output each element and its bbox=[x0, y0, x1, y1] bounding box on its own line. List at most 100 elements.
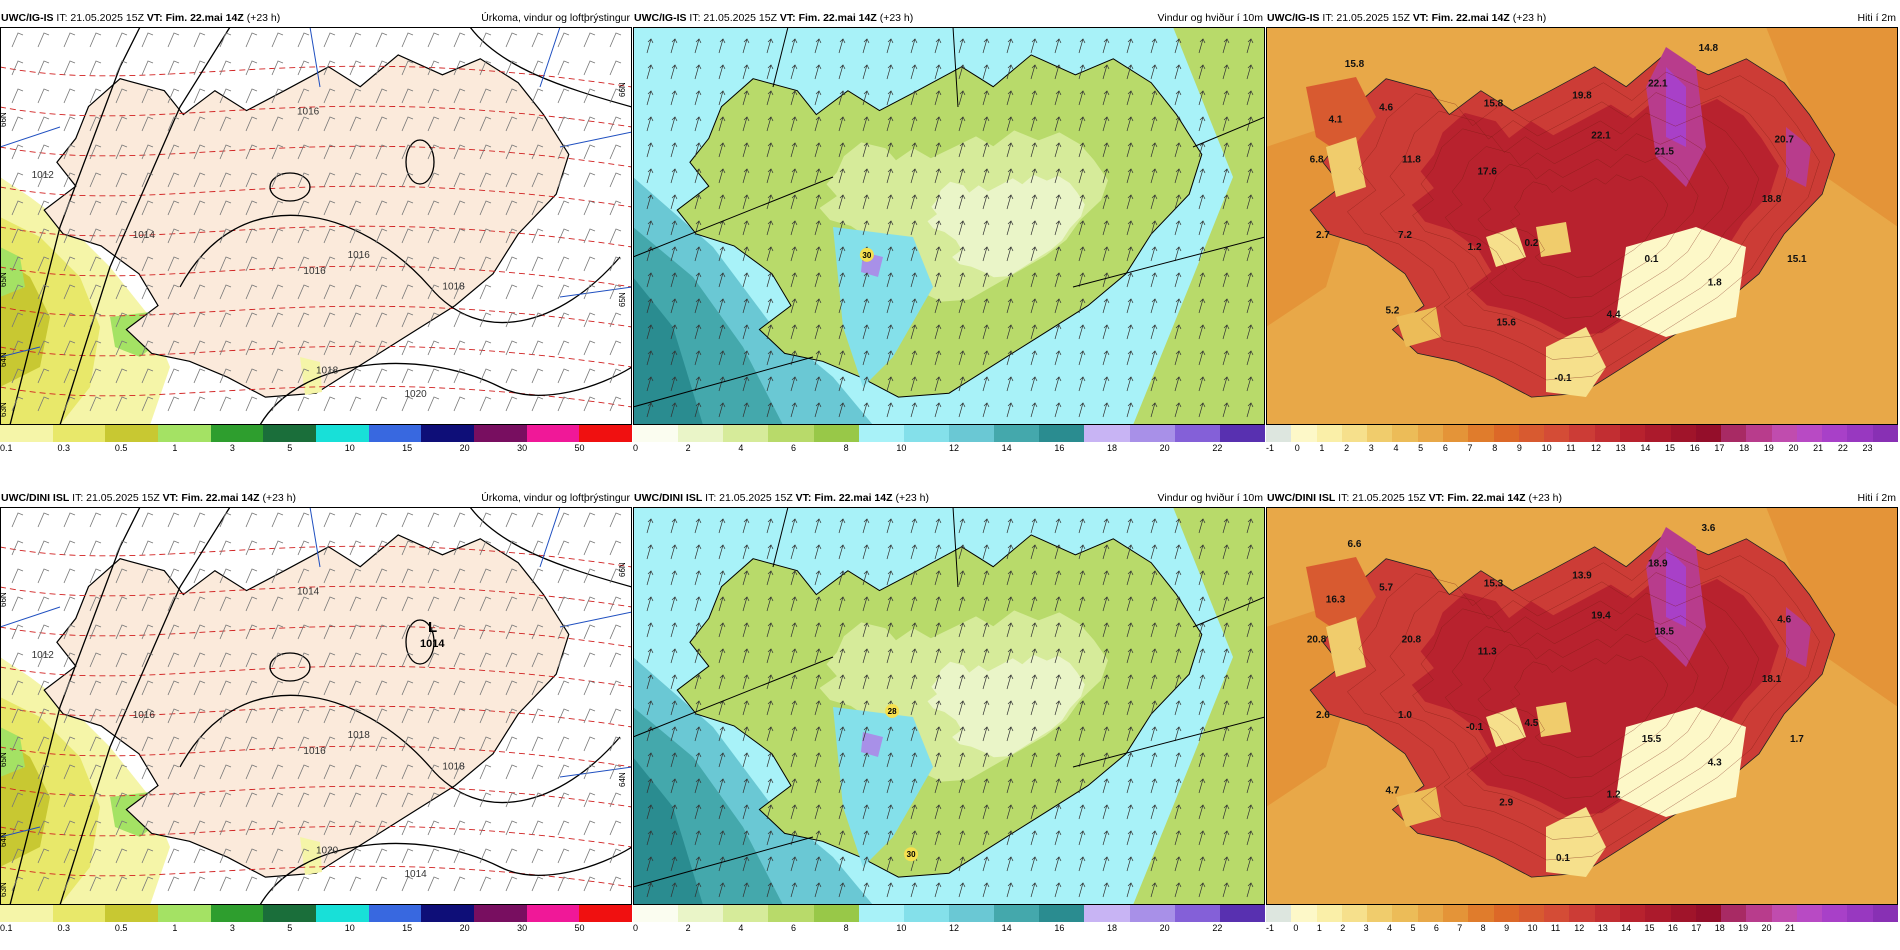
colorbar-tick-label: 8 bbox=[843, 443, 849, 453]
colorbar-swatch bbox=[1266, 905, 1292, 922]
colorbar-tick-label: 0.5 bbox=[114, 443, 128, 453]
colorbar-swatch bbox=[1822, 905, 1848, 922]
temperature-value: 1.2 bbox=[1607, 790, 1621, 801]
colorbar-tick-label: 16 bbox=[1689, 443, 1700, 453]
colorbar-tick-label: 4 bbox=[1393, 443, 1399, 453]
colorbar-swatch bbox=[1039, 905, 1085, 922]
map-area: 30 bbox=[633, 27, 1265, 425]
colorbar-swatch bbox=[1872, 425, 1899, 442]
colorbar-swatch bbox=[1084, 425, 1130, 442]
colorbar-swatch bbox=[368, 425, 422, 442]
colorbar-tick-label: 3 bbox=[229, 443, 235, 453]
colorbar-swatch bbox=[105, 425, 159, 442]
colorbar-swatch bbox=[1518, 905, 1545, 922]
colorbar-swatch bbox=[1291, 425, 1317, 442]
panel-title-right: Vindur og hviður í 10m bbox=[1157, 12, 1263, 24]
colorbar-tick-label: -1 bbox=[1266, 923, 1275, 933]
temperature-value: 5.7 bbox=[1379, 583, 1393, 594]
colorbar-labels: 0 2 4 6 8 10 12 14 16 18 20 22 bbox=[633, 442, 1265, 456]
colorbar-swatch bbox=[994, 905, 1040, 922]
colorbar-swatch bbox=[368, 905, 422, 922]
isobar-label: 1020 bbox=[316, 845, 339, 856]
isobar-label: 1012 bbox=[32, 170, 55, 181]
low-pressure-value: 1014 bbox=[420, 638, 445, 650]
colorbar-tick-label: 10 bbox=[1541, 443, 1552, 453]
temperature-value: 18.5 bbox=[1654, 626, 1674, 637]
colorbar-tick-label: 4 bbox=[1387, 923, 1393, 933]
colorbar-tick-label: 5 bbox=[1410, 923, 1416, 933]
init-time: IT: 21.05.2025 15Z bbox=[1335, 492, 1429, 504]
colorbar-tick-label: 18 bbox=[1107, 443, 1118, 453]
valid-time: Fim. 22.mai 14Z bbox=[1447, 492, 1526, 504]
colorbar-swatch bbox=[1594, 905, 1620, 922]
map-panel-temp: UWC/IG-IS IT: 21.05.2025 15Z VT: Fim. 22… bbox=[1266, 10, 1899, 470]
temperature-value: 1.7 bbox=[1790, 734, 1804, 745]
panel-title-right: Úrkoma, vindur og loftþrýstingur bbox=[481, 492, 630, 504]
colorbar-tick-label: 20 bbox=[459, 443, 470, 453]
colorbar-swatch bbox=[1468, 905, 1494, 922]
colorbar-tick-label: 0.3 bbox=[57, 923, 70, 933]
colorbar-swatch bbox=[678, 905, 724, 922]
colorbar-swatch bbox=[158, 425, 211, 442]
colorbar-swatch bbox=[526, 905, 580, 922]
colorbar-tick-label: 30 bbox=[517, 923, 528, 933]
colorbar-tick-label: 3 bbox=[1368, 443, 1374, 453]
temperature-value: 15.1 bbox=[1787, 254, 1807, 265]
colorbar-tick-label: 18 bbox=[1739, 443, 1750, 453]
temperature-value: 11.3 bbox=[1478, 646, 1497, 657]
colorbar-swatch bbox=[1670, 905, 1696, 922]
temperature-value: 0.2 bbox=[1524, 238, 1538, 249]
colorbar-swatch bbox=[1367, 425, 1393, 442]
map-panel-wind: UWC/IG-IS IT: 21.05.2025 15Z VT: Fim. 22… bbox=[633, 10, 1265, 470]
temperature-value: 1.2 bbox=[1468, 242, 1482, 253]
colorbar-tick-label: 3 bbox=[229, 923, 235, 933]
colorbar-tick-label: 20 bbox=[1761, 923, 1772, 933]
temperature-value: 14.8 bbox=[1699, 43, 1719, 54]
colorbar-tick-label: 8 bbox=[843, 923, 849, 933]
temperature-value: 3.6 bbox=[1701, 523, 1715, 534]
panel-title-left: UWC/DINI ISL IT: 21.05.2025 15Z VT: Fim.… bbox=[1267, 490, 1562, 507]
colorbar-tick-label: 9 bbox=[1504, 923, 1510, 933]
colorbar-tick-label: 20 bbox=[1788, 443, 1799, 453]
temperature-value: 20.8 bbox=[1402, 634, 1422, 645]
colorbar-tick-label: 2 bbox=[685, 923, 691, 933]
colorbar-tick-label: -1 bbox=[1266, 443, 1275, 453]
colorbar-tick-label: 11 bbox=[1550, 923, 1561, 933]
colorbar-swatch bbox=[948, 425, 995, 442]
temperature-value: 19.4 bbox=[1591, 610, 1611, 621]
temperature-values: 15.8 14.8 4.1 4.6 15.8 19.8 22.1 6.8 11.8 17.6 22.… bbox=[1310, 43, 1807, 384]
colorbar-swatch bbox=[948, 905, 995, 922]
colorbar-swatch bbox=[1442, 905, 1469, 922]
temperature-value: 13.9 bbox=[1572, 571, 1592, 582]
colorbar-tick-label: 2 bbox=[1340, 923, 1346, 933]
colorbar-swatch bbox=[1695, 425, 1722, 442]
gust-value: 30 bbox=[862, 251, 871, 260]
colorbar-swatch bbox=[1266, 425, 1292, 442]
temperature-value: -0.1 bbox=[1554, 373, 1572, 384]
colorbar-swatch bbox=[1392, 905, 1418, 922]
isobar-label: 1014 bbox=[405, 869, 428, 880]
colorbar-swatch bbox=[1129, 905, 1175, 922]
isobar-label: 1016 bbox=[348, 250, 371, 261]
colorbar-swatch bbox=[1796, 425, 1823, 442]
colorbar-swatch bbox=[1442, 425, 1469, 442]
colorbar-tick-label: 15 bbox=[1665, 443, 1676, 453]
colorbar-swatch bbox=[903, 905, 949, 922]
colorbar-swatch bbox=[1219, 905, 1265, 922]
colorbar-swatch bbox=[1468, 425, 1494, 442]
model-name: UWC/DINI ISL bbox=[1, 492, 70, 504]
latitude-label: 66N bbox=[0, 112, 8, 127]
colorbar-tick-label: 50 bbox=[574, 443, 585, 453]
isobar-label: 1016 bbox=[303, 746, 326, 757]
colorbar-swatch bbox=[1569, 425, 1595, 442]
colorbar-tick-label: 15 bbox=[1644, 923, 1655, 933]
map-panel-precip: UWC/IG-IS IT: 21.05.2025 15Z VT: Fim. 22… bbox=[0, 10, 633, 470]
colorbar-swatch bbox=[421, 425, 475, 442]
model-name: UWC/IG-IS bbox=[634, 12, 687, 24]
temperature-value: 2.9 bbox=[1499, 798, 1513, 809]
lead-time: (+23 h) bbox=[1509, 12, 1547, 24]
isobar-label: 1018 bbox=[442, 762, 465, 773]
temperature-value: 15.3 bbox=[1484, 579, 1504, 590]
colorbar-swatch bbox=[1367, 905, 1393, 922]
colorbar-tick-label: 12 bbox=[949, 443, 960, 453]
